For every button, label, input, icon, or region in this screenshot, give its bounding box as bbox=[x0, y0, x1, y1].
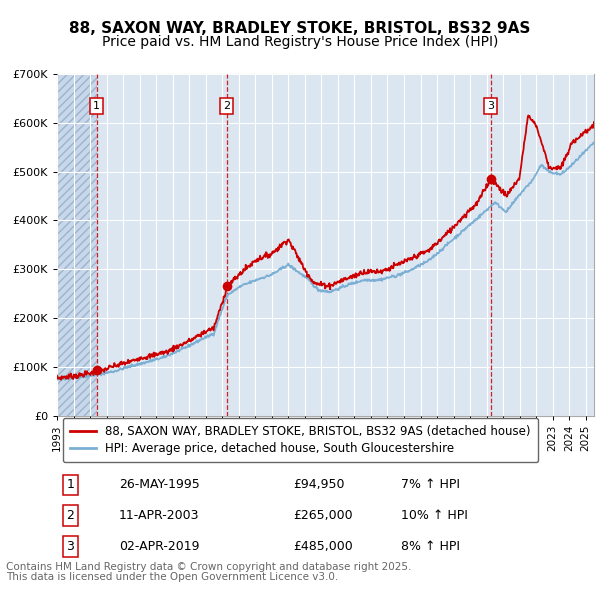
Text: 11-APR-2003: 11-APR-2003 bbox=[119, 509, 199, 522]
Text: Price paid vs. HM Land Registry's House Price Index (HPI): Price paid vs. HM Land Registry's House … bbox=[102, 35, 498, 50]
Text: 1: 1 bbox=[67, 478, 74, 491]
Text: 8% ↑ HPI: 8% ↑ HPI bbox=[401, 540, 460, 553]
Text: 2: 2 bbox=[223, 101, 230, 112]
Text: This data is licensed under the Open Government Licence v3.0.: This data is licensed under the Open Gov… bbox=[6, 572, 338, 582]
Legend: 88, SAXON WAY, BRADLEY STOKE, BRISTOL, BS32 9AS (detached house), HPI: Average p: 88, SAXON WAY, BRADLEY STOKE, BRISTOL, B… bbox=[63, 418, 538, 463]
Text: 10% ↑ HPI: 10% ↑ HPI bbox=[401, 509, 467, 522]
Text: 3: 3 bbox=[487, 101, 494, 112]
Text: 02-APR-2019: 02-APR-2019 bbox=[119, 540, 199, 553]
Bar bbox=[57, 74, 97, 416]
Text: 26-MAY-1995: 26-MAY-1995 bbox=[119, 478, 200, 491]
Text: 88, SAXON WAY, BRADLEY STOKE, BRISTOL, BS32 9AS: 88, SAXON WAY, BRADLEY STOKE, BRISTOL, B… bbox=[70, 21, 530, 35]
Text: Contains HM Land Registry data © Crown copyright and database right 2025.: Contains HM Land Registry data © Crown c… bbox=[6, 562, 412, 572]
Text: 3: 3 bbox=[67, 540, 74, 553]
Text: £94,950: £94,950 bbox=[293, 478, 345, 491]
Text: 1: 1 bbox=[93, 101, 100, 112]
Text: £265,000: £265,000 bbox=[293, 509, 353, 522]
Text: 7% ↑ HPI: 7% ↑ HPI bbox=[401, 478, 460, 491]
Text: £485,000: £485,000 bbox=[293, 540, 353, 553]
Text: 2: 2 bbox=[67, 509, 74, 522]
